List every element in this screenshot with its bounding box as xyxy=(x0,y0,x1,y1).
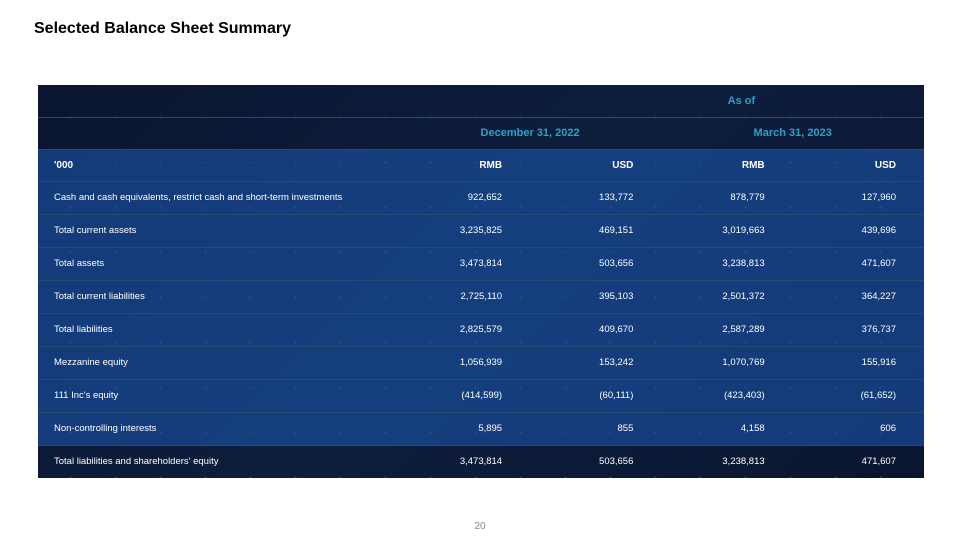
row-label: 111 Inc's equity xyxy=(38,379,399,412)
row-value: 5,895 xyxy=(399,412,530,445)
row-value: 855 xyxy=(530,412,661,445)
row-value: (60,111) xyxy=(530,379,661,412)
row-label: Total current liabilities xyxy=(38,280,399,313)
balance-sheet-table: As of December 31, 2022 March 31, 2023 '… xyxy=(38,85,924,478)
page-number: 20 xyxy=(474,521,485,532)
row-label: Cash and cash equivalents, restrict cash… xyxy=(38,181,399,214)
as-of-label: As of xyxy=(399,85,924,117)
table-row: Total assets 3,473,814 503,656 3,238,813… xyxy=(38,247,924,280)
row-value: 364,227 xyxy=(793,280,924,313)
row-value: 1,056,939 xyxy=(399,346,530,379)
row-label: Mezzanine equity xyxy=(38,346,399,379)
row-value: 2,825,579 xyxy=(399,313,530,346)
row-value: 4,158 xyxy=(661,412,792,445)
row-label: Total assets xyxy=(38,247,399,280)
row-label: Total liabilities xyxy=(38,313,399,346)
row-value: 606 xyxy=(793,412,924,445)
row-value: 3,473,814 xyxy=(399,445,530,478)
table-row: Total liabilities 2,825,579 409,670 2,58… xyxy=(38,313,924,346)
row-value: 439,696 xyxy=(793,214,924,247)
row-value: (61,652) xyxy=(793,379,924,412)
date-header-2: March 31, 2023 xyxy=(661,117,924,149)
date-header-1: December 31, 2022 xyxy=(399,117,662,149)
row-value: 3,238,813 xyxy=(661,247,792,280)
table-row: Mezzanine equity 1,056,939 153,242 1,070… xyxy=(38,346,924,379)
row-value: (414,599) xyxy=(399,379,530,412)
table-row: Cash and cash equivalents, restrict cash… xyxy=(38,181,924,214)
row-value: 503,656 xyxy=(530,445,661,478)
unit-row: '000 RMB USD RMB USD xyxy=(38,149,924,181)
table: As of December 31, 2022 March 31, 2023 '… xyxy=(38,85,924,478)
col-usd-2: USD xyxy=(793,149,924,181)
unit-label: '000 xyxy=(38,149,399,181)
table-row: Total liabilities and shareholders' equi… xyxy=(38,445,924,478)
table-row: Total current liabilities 2,725,110 395,… xyxy=(38,280,924,313)
col-usd-1: USD xyxy=(530,149,661,181)
row-value: 376,737 xyxy=(793,313,924,346)
row-value: 878,779 xyxy=(661,181,792,214)
row-value: (423,403) xyxy=(661,379,792,412)
col-rmb-1: RMB xyxy=(399,149,530,181)
page-title: Selected Balance Sheet Summary xyxy=(34,20,291,38)
row-value: 3,473,814 xyxy=(399,247,530,280)
row-label: Total current assets xyxy=(38,214,399,247)
row-value: 2,501,372 xyxy=(661,280,792,313)
row-label: Total liabilities and shareholders' equi… xyxy=(38,445,399,478)
row-value: 3,235,825 xyxy=(399,214,530,247)
row-value: 3,238,813 xyxy=(661,445,792,478)
row-label: Non-controlling interests xyxy=(38,412,399,445)
row-value: 2,725,110 xyxy=(399,280,530,313)
as-of-row: As of xyxy=(38,85,924,117)
row-value: 395,103 xyxy=(530,280,661,313)
row-value: 1,070,769 xyxy=(661,346,792,379)
row-value: 3,019,663 xyxy=(661,214,792,247)
table-row: Non-controlling interests 5,895 855 4,15… xyxy=(38,412,924,445)
row-value: 922,652 xyxy=(399,181,530,214)
date-row: December 31, 2022 March 31, 2023 xyxy=(38,117,924,149)
row-value: 127,960 xyxy=(793,181,924,214)
col-rmb-2: RMB xyxy=(661,149,792,181)
row-value: 471,607 xyxy=(793,445,924,478)
row-value: 503,656 xyxy=(530,247,661,280)
row-value: 471,607 xyxy=(793,247,924,280)
row-value: 409,670 xyxy=(530,313,661,346)
table-row: 111 Inc's equity (414,599) (60,111) (423… xyxy=(38,379,924,412)
table-row: Total current assets 3,235,825 469,151 3… xyxy=(38,214,924,247)
row-value: 133,772 xyxy=(530,181,661,214)
row-value: 155,916 xyxy=(793,346,924,379)
row-value: 2,587,289 xyxy=(661,313,792,346)
row-value: 469,151 xyxy=(530,214,661,247)
row-value: 153,242 xyxy=(530,346,661,379)
